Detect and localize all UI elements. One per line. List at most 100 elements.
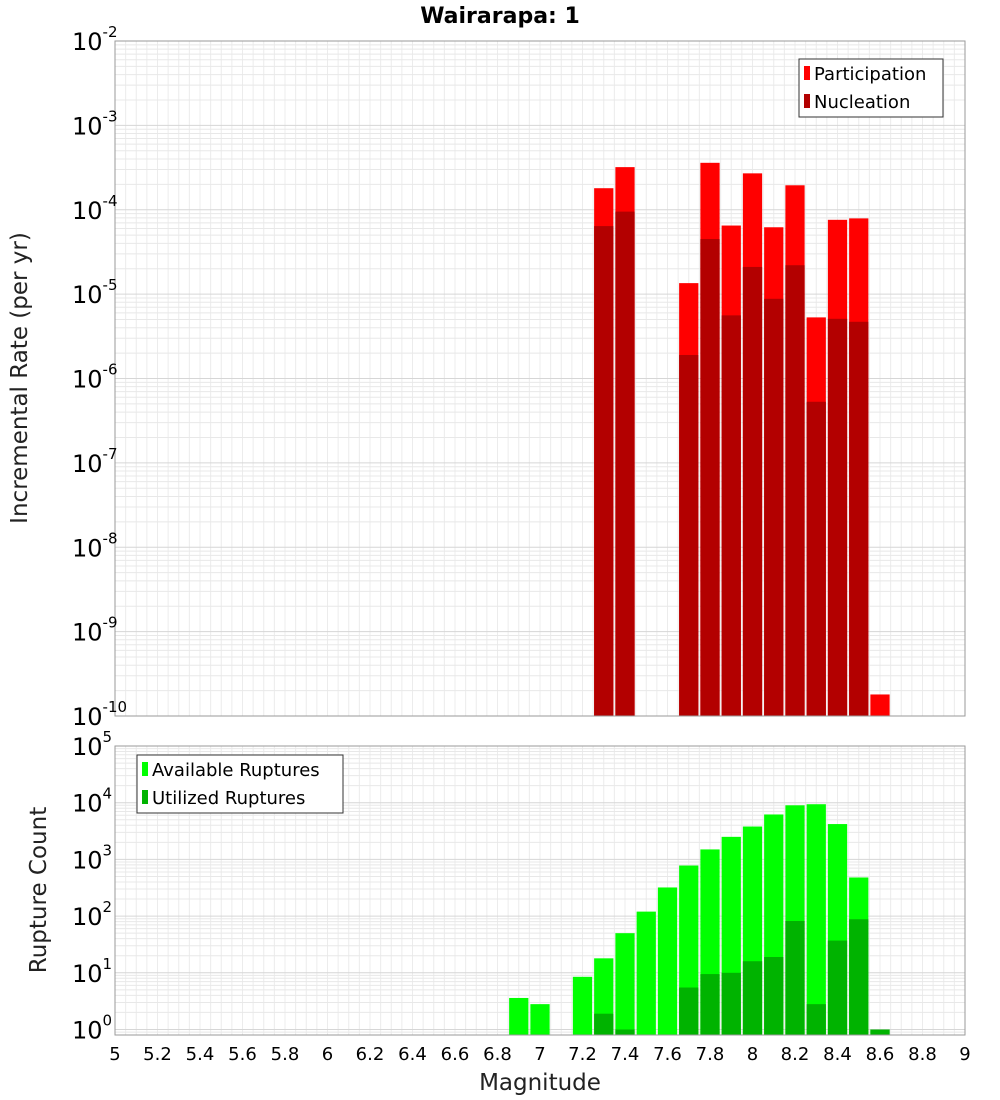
x-tick-label: 8.4 [823,1044,852,1065]
y-tick-label: 100 [72,1012,112,1045]
bar [700,974,720,1035]
bar [764,956,784,1035]
series-utilized-ruptures [594,919,890,1035]
y-tick-exponent: -4 [103,192,118,210]
y-tick-label: 10-10 [72,698,127,731]
y-tick-exponent: -7 [103,445,118,463]
legend-label: Available Ruptures [152,760,320,781]
x-tick-label: 5.4 [186,1044,215,1065]
rate-panel: 10-1010-910-810-710-610-510-410-310-2Par… [72,23,966,731]
legend-label: Participation [814,64,926,85]
x-tick-label: 5.6 [228,1044,257,1065]
plot-frame [114,745,966,1036]
y-tick-exponent: 2 [103,898,113,916]
x-tick-label: 6.8 [483,1044,512,1065]
legend-swatch [142,762,148,776]
bar [870,1029,890,1035]
x-tick-label: 6.6 [441,1044,470,1065]
series-nucleation [594,211,869,716]
bar [594,1013,614,1035]
y-tick-base: 10 [72,28,103,56]
y-tick-exponent: -5 [103,276,118,294]
legend-label: Utilized Ruptures [152,788,305,809]
y-tick-label: 10-5 [72,276,118,309]
bar [615,1029,635,1035]
x-tick-label: 8.8 [908,1044,937,1065]
y-tick-label: 104 [72,785,112,818]
y-tick-label: 10-7 [72,445,118,478]
x-axis-label: Magnitude [479,1070,601,1096]
legend-box [136,754,344,814]
bar [764,298,784,716]
y-tick-label: 10-3 [72,107,118,140]
bar [849,321,869,716]
x-tick-label: 5 [109,1044,120,1065]
y-tick-base: 10 [72,903,103,931]
bar [785,265,805,716]
bar [572,976,593,1035]
bar [615,933,635,1035]
x-tick-label: 9 [959,1044,970,1065]
bar [657,887,678,1035]
x-tick-label: 6.4 [398,1044,427,1065]
y-tick-exponent: -8 [103,529,118,547]
y-tick-exponent: 3 [103,841,113,859]
x-tick-label: 5.2 [143,1044,172,1065]
y-tick-exponent: -6 [103,361,118,379]
y-tick-base: 10 [72,197,103,225]
y-tick-label: 105 [72,728,112,761]
x-tick-label: 8.2 [781,1044,810,1065]
x-tick-label: 5.8 [271,1044,300,1065]
y-tick-label: 101 [72,955,112,988]
bar [679,354,699,716]
x-tick-label: 8.6 [866,1044,895,1065]
y-tick-exponent: 1 [103,955,113,973]
top-y-axis-label: Incremental Rate (per yr) [7,232,33,524]
bar [679,987,699,1035]
bar [849,919,869,1035]
bar [594,226,614,716]
y-tick-base: 10 [72,450,103,478]
bar [721,315,741,716]
plot-frame [114,40,966,717]
bar [785,920,805,1035]
x-tick-label: 7.6 [653,1044,682,1065]
y-tick-label: 10-8 [72,529,118,562]
bar [530,1004,550,1035]
bar [870,694,890,716]
bar [700,239,720,716]
chart-title: Wairarapa: 1 [420,4,580,29]
bottom-y-axis-label: Rupture Count [26,807,52,973]
x-tick-labels: 5 5.2 5.4 5.6 5.8 6 6.2 6.4 6.6 6.8 7 7.2 7.4 7.6 7.8 8… [109,1044,970,1065]
y-tick-label: 103 [72,841,112,874]
y-tick-base: 10 [72,112,103,140]
y-tick-exponent: -10 [103,698,128,716]
y-tick-base: 10 [72,534,103,562]
y-tick-label: 10-4 [72,192,118,225]
y-tick-exponent: 4 [103,785,113,803]
legend: Participation Nucleation [798,58,944,118]
bar [827,318,848,716]
y-tick-label: 10-9 [72,614,118,647]
y-tick-label: 10-6 [72,361,118,394]
y-tick-base: 10 [72,1017,103,1045]
y-tick-exponent: 5 [103,728,113,746]
y-tick-base: 10 [72,960,103,988]
bar [806,1004,826,1035]
bar [742,266,763,716]
x-tick-label: 6.2 [356,1044,385,1065]
x-tick-label: 7 [534,1044,545,1065]
bar [509,997,529,1035]
y-tick-base: 10 [72,281,103,309]
legend: Available Ruptures Utilized Ruptures [136,754,344,814]
bar [827,940,848,1035]
y-tick-label: 102 [72,898,112,931]
y-tick-base: 10 [72,733,103,761]
bar [615,211,635,716]
x-tick-label: 7.2 [568,1044,597,1065]
y-tick-base: 10 [72,790,103,818]
